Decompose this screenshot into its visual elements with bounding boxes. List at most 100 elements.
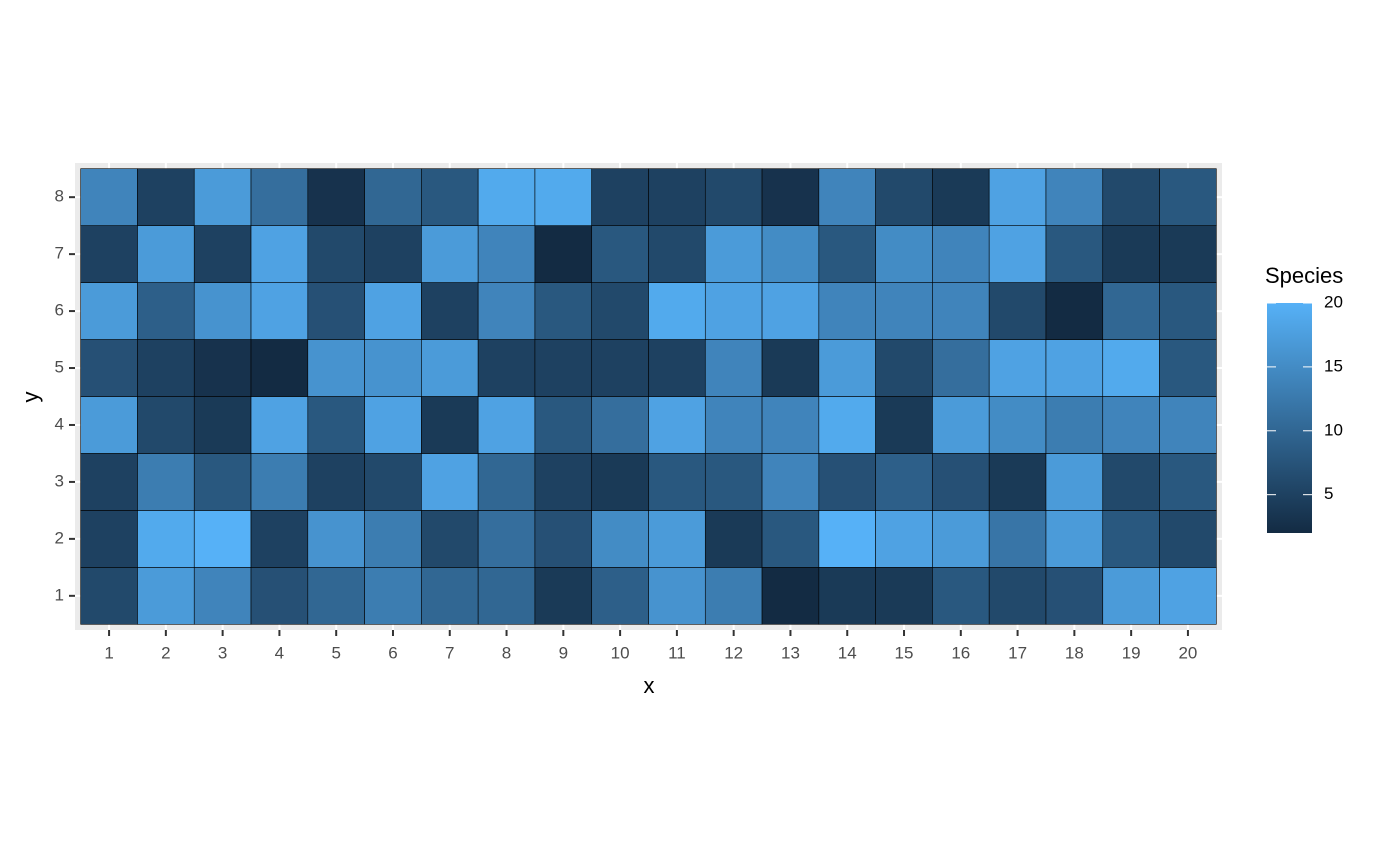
tile [193, 510, 252, 568]
tile [818, 510, 876, 568]
tile [477, 282, 536, 340]
tile [193, 453, 252, 511]
tile [591, 282, 649, 340]
tile [761, 396, 820, 454]
tile [648, 453, 706, 511]
x-tick-label: 18 [1065, 643, 1084, 662]
tile [932, 225, 990, 283]
tile [591, 510, 649, 568]
x-tick-label: 3 [218, 643, 227, 662]
tile [932, 339, 990, 397]
x-tick-label: 16 [951, 643, 970, 662]
y-tick-label: 8 [55, 187, 64, 206]
tile [1045, 225, 1104, 283]
tile [477, 510, 536, 568]
tile [534, 510, 593, 568]
tile [250, 396, 309, 454]
tile [421, 453, 479, 511]
tile [591, 396, 649, 454]
tile [534, 168, 593, 226]
tile [818, 453, 876, 511]
tile [875, 282, 933, 340]
tile [648, 282, 706, 340]
tile [875, 339, 933, 397]
tile [137, 510, 195, 568]
y-tick-label: 2 [55, 528, 64, 547]
x-tick-label: 10 [611, 643, 630, 662]
tile [591, 168, 649, 226]
tile [591, 453, 649, 511]
tile [932, 396, 990, 454]
tile [1045, 510, 1104, 568]
y-tick-label: 3 [55, 471, 64, 490]
tile [1102, 225, 1160, 283]
tile [1045, 567, 1104, 625]
tile [364, 567, 422, 625]
tile [1159, 567, 1217, 625]
tile [1102, 567, 1160, 625]
tile [421, 396, 479, 454]
tile [704, 510, 763, 568]
tile [875, 225, 933, 283]
x-tick-label: 2 [161, 643, 170, 662]
x-axis-title: x [644, 673, 655, 698]
tile [988, 168, 1047, 226]
tile [477, 453, 536, 511]
tile [534, 567, 593, 625]
tile [534, 396, 593, 454]
tile [704, 339, 763, 397]
tile [137, 339, 195, 397]
x-tick-label: 8 [502, 643, 511, 662]
tile [193, 339, 252, 397]
y-tick-label: 5 [55, 358, 64, 377]
x-tick-label: 20 [1178, 643, 1197, 662]
tile [307, 282, 365, 340]
tile [932, 168, 990, 226]
tile [761, 339, 820, 397]
tile [761, 168, 820, 226]
x-tick-label: 19 [1122, 643, 1141, 662]
tile [80, 225, 138, 283]
tile [80, 567, 138, 625]
tile [1159, 339, 1217, 397]
colorbar [1267, 303, 1312, 533]
tile [421, 225, 479, 283]
tile [1102, 339, 1160, 397]
tile [364, 453, 422, 511]
tile [364, 282, 422, 340]
tile [988, 567, 1047, 625]
tile [250, 339, 309, 397]
tile [137, 567, 195, 625]
tile [988, 339, 1047, 397]
tile [704, 225, 763, 283]
tile [1159, 225, 1217, 283]
tile [250, 510, 309, 568]
tile [477, 396, 536, 454]
tile [704, 168, 763, 226]
tile [1045, 168, 1104, 226]
tile [307, 339, 365, 397]
tile [193, 396, 252, 454]
tile [818, 396, 876, 454]
tile [932, 510, 990, 568]
tile [648, 510, 706, 568]
tile [988, 282, 1047, 340]
tile [421, 168, 479, 226]
tile [250, 567, 309, 625]
tile [648, 339, 706, 397]
tile [421, 510, 479, 568]
tile [875, 510, 933, 568]
tile [477, 225, 536, 283]
tile [1159, 396, 1217, 454]
tile [1045, 453, 1104, 511]
tile [761, 567, 820, 625]
tile [1102, 396, 1160, 454]
tile [193, 282, 252, 340]
tile [648, 567, 706, 625]
x-tick-label: 6 [388, 643, 397, 662]
tile [875, 396, 933, 454]
tile [875, 453, 933, 511]
y-tick-label: 6 [55, 301, 64, 320]
x-tick-label: 14 [838, 643, 857, 662]
y-tick-label: 7 [55, 244, 64, 263]
